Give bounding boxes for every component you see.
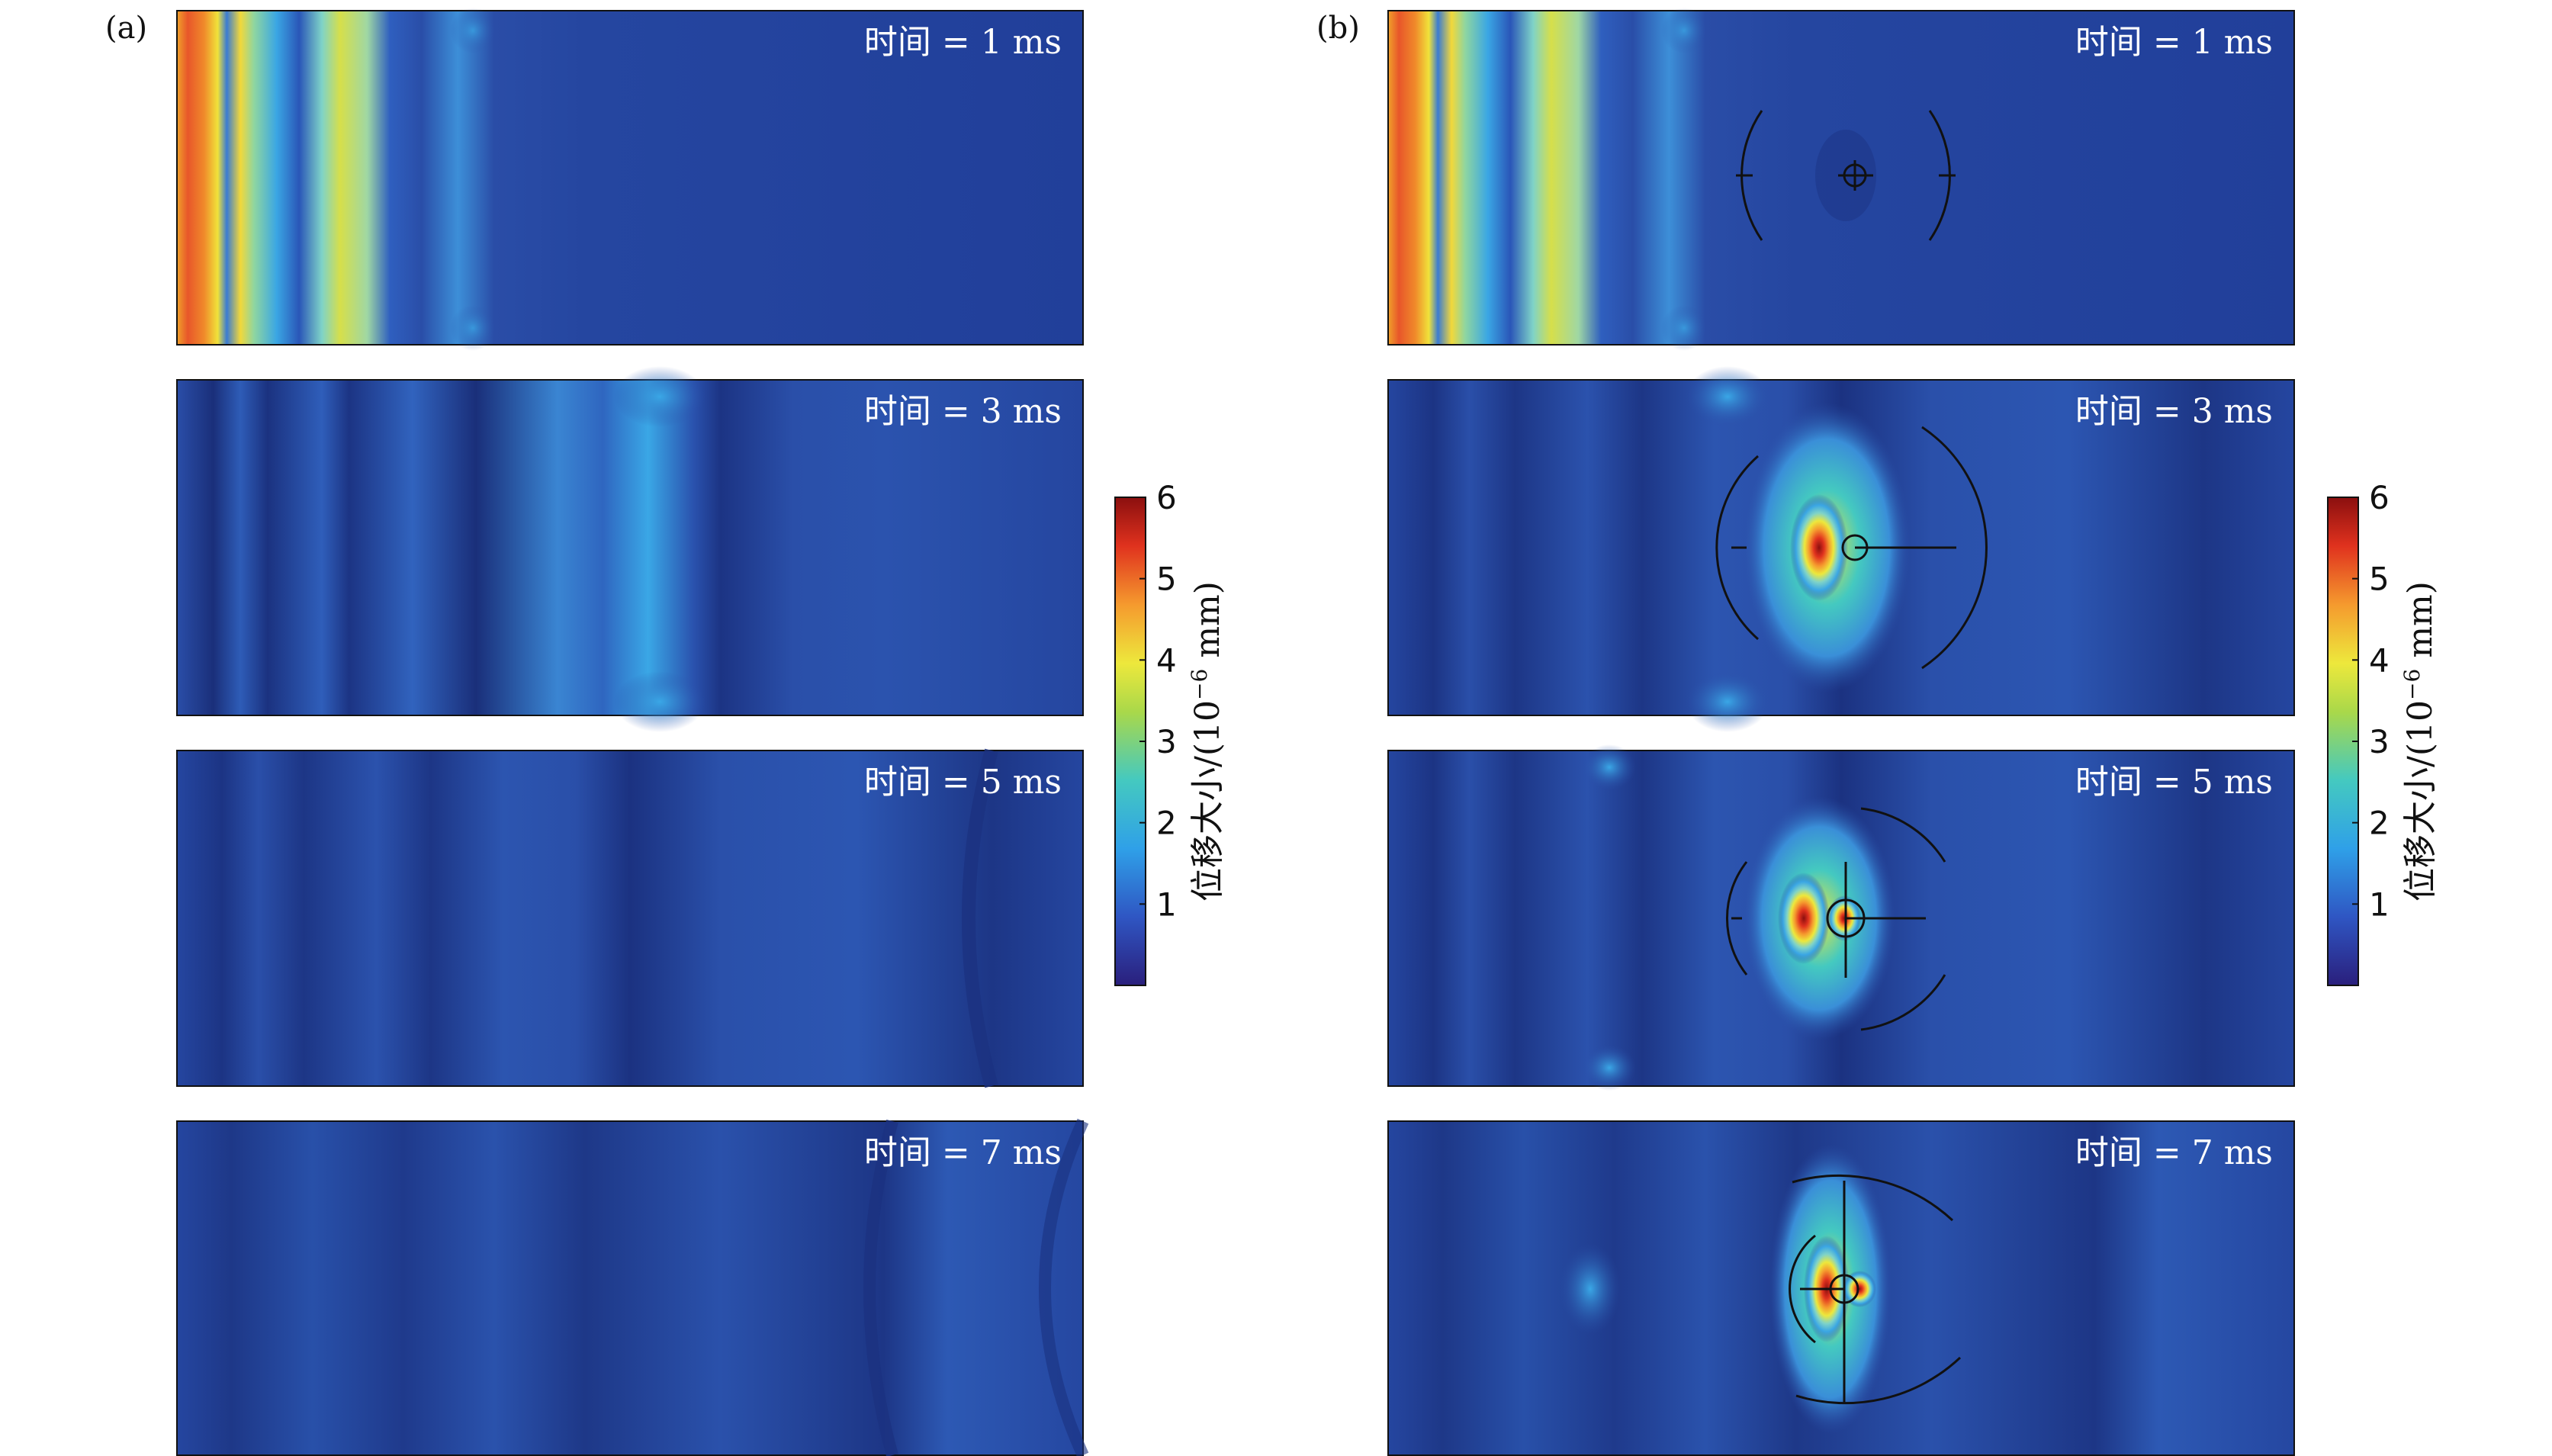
colorbar-tick-label: 6 <box>2369 479 2390 516</box>
obstacle-outline <box>1736 110 1956 241</box>
colorbar-tick-label: 2 <box>1156 805 1177 842</box>
colorbar-tick-label: 3 <box>2369 723 2390 760</box>
colorbar: 1 2 3 4 5 6 位移大小/(10−6 mm) <box>1114 479 1227 986</box>
time-label: 时间 = 7 ms <box>864 1133 1062 1172</box>
obstacle-outline <box>1789 1174 1962 1405</box>
frame-b-7ms: 时间 = 7 ms <box>1387 1120 2295 1456</box>
panel-label: (b) <box>1316 11 1360 46</box>
frame-b-3ms: 时间 = 3 ms <box>1387 366 2295 732</box>
obstacle-outline <box>1715 426 1988 670</box>
field-map <box>176 379 1084 716</box>
colorbar-tick-label: 1 <box>2369 885 2390 923</box>
colorbar-tick-label: 4 <box>1156 641 1177 679</box>
field-map <box>176 10 1084 346</box>
time-label: 时间 = 5 ms <box>864 763 1062 802</box>
time-label: 时间 = 3 ms <box>864 392 1062 431</box>
colorbar-tick-label: 5 <box>1156 561 1177 598</box>
frame-a-3ms: 时间 = 3 ms <box>176 366 1084 732</box>
colorbar-tick-label: 3 <box>1156 723 1177 760</box>
colorbar-tick-label: 5 <box>2369 561 2390 598</box>
panel-b: (b) 时间 = 1 ms <box>1316 8 2295 1456</box>
time-label: 时间 = 1 ms <box>864 23 1062 62</box>
frame-a-5ms: 时间 = 5 ms <box>176 748 1084 1088</box>
colorbar-tick-label: 4 <box>2369 641 2390 679</box>
obstacle-outline <box>1725 807 1946 1031</box>
colorbar-tick-label: 1 <box>1156 885 1177 923</box>
time-label: 时间 = 3 ms <box>2075 392 2273 431</box>
time-label: 时间 = 5 ms <box>2075 763 2273 802</box>
time-label: 时间 = 1 ms <box>2075 23 2273 62</box>
frame-b-1ms: 时间 = 1 ms <box>1387 8 2295 351</box>
colorbar-title: 位移大小/(10−6 mm) <box>1187 581 1227 902</box>
panel-label: (a) <box>105 11 147 46</box>
colorbar: 1 2 3 4 5 6 位移大小/(10−6 mm) <box>2327 479 2440 986</box>
colorbar-tick-label: 6 <box>1156 479 1177 516</box>
field-map <box>176 750 1084 1087</box>
colorbar-tick-label: 2 <box>2369 805 2390 842</box>
colorbar-title: 位移大小/(10−6 mm) <box>2399 581 2440 902</box>
frame-a-1ms: 时间 = 1 ms <box>176 8 1084 351</box>
frame-b-5ms: 时间 = 5 ms <box>1387 744 2295 1091</box>
frame-a-7ms: 时间 = 7 ms <box>176 1118 1089 1456</box>
field-map <box>176 1120 1084 1456</box>
panel-a: (a) 时间 = 1 ms 时间 = 3 ms 时间 = 5 ms 时间 = 7 <box>105 8 1089 1456</box>
time-label: 时间 = 7 ms <box>2075 1133 2273 1172</box>
